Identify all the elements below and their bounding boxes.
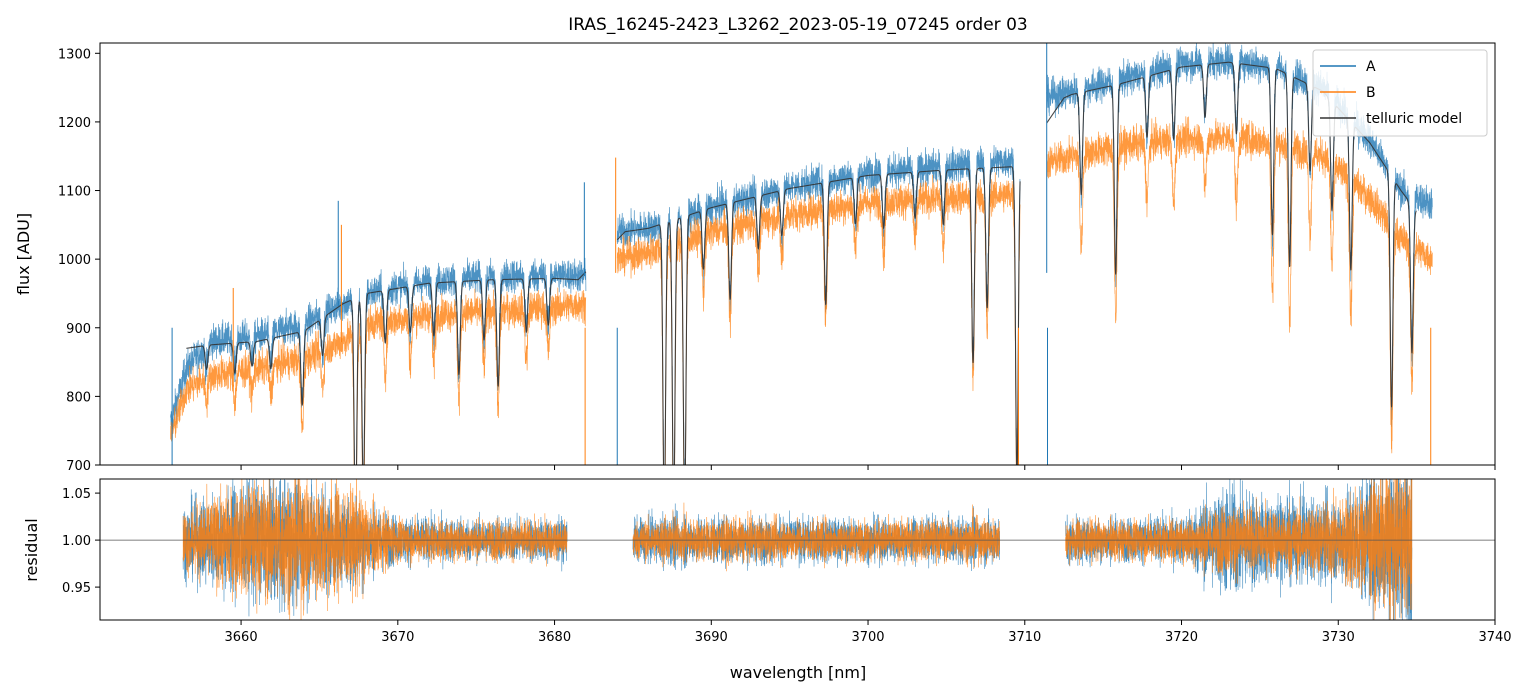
bottom-y-tick-label-0: 0.95 <box>62 581 91 596</box>
x-tick-label-3660: 3660 <box>225 630 258 645</box>
x-tick-label-3680: 3680 <box>538 630 571 645</box>
bottom-y-axis-label: residual <box>22 518 41 581</box>
top-y-tick-label-1200: 1200 <box>58 116 91 131</box>
telluric-model-segment-2 <box>616 166 1021 465</box>
x-tick-label-3720: 3720 <box>1165 630 1198 645</box>
bottom-panel: 0.95 1.00 1.05 3660 3670 3680 3690 3700 3710 372… <box>22 478 1512 682</box>
series-a-segment-3 <box>1046 43 1433 427</box>
top-y-axis-label: flux [ADU] <box>14 213 33 295</box>
top-y-axis: 700 800 900 1000 1100 1200 1300 <box>58 47 100 474</box>
x-tick-label-3670: 3670 <box>381 630 414 645</box>
top-y-tick-label-1300: 1300 <box>58 47 91 62</box>
legend-label-a: A <box>1366 59 1376 75</box>
top-y-tick-label-800: 800 <box>66 390 91 405</box>
bottom-y-axis: 0.95 1.00 1.05 <box>62 487 100 596</box>
residual-b-segment-1 <box>182 479 568 620</box>
top-series-group <box>170 43 1433 465</box>
x-tick-label-3690: 3690 <box>695 630 728 645</box>
series-a-segment-2 <box>616 144 1021 465</box>
x-tick-label-3700: 3700 <box>851 630 884 645</box>
x-axis-label: wavelength [nm] <box>730 663 867 682</box>
residual-a-segment-3 <box>1065 479 1413 620</box>
top-y-tick-label-900: 900 <box>66 322 91 337</box>
legend-label-telluric: telluric model <box>1366 111 1462 127</box>
top-y-tick-label-1000: 1000 <box>58 253 91 268</box>
top-axes-frame <box>99 42 1496 466</box>
legend-box <box>1312 49 1488 137</box>
bottom-y-tick-label-2: 1.05 <box>62 487 91 502</box>
bottom-axes-frame <box>99 478 1496 621</box>
top-x-ticks <box>240 465 1496 470</box>
residual-b-segment-3 <box>1065 479 1413 620</box>
top-y-tick-label-700: 700 <box>66 459 91 474</box>
bottom-series-group <box>182 479 1413 620</box>
top-panel: 700 800 900 1000 1100 1200 1300 flux [ADU] A B… <box>14 42 1496 474</box>
x-tick-label-3740: 3740 <box>1478 630 1511 645</box>
series-b-segment-2 <box>616 172 1021 465</box>
chart-title: IRAS_16245-2423_L3262_2023-05-19_07245 o… <box>568 15 1027 35</box>
legend-label-b: B <box>1366 85 1376 101</box>
x-tick-label-3730: 3730 <box>1322 630 1355 645</box>
telluric-model-segment-1 <box>185 271 587 465</box>
series-b-segment-3 <box>1046 116 1433 454</box>
x-axis: 3660 3670 3680 3690 3700 3710 3720 3730 3740 <box>225 620 1512 645</box>
residual-b-segment-2 <box>632 502 1000 572</box>
top-y-tick-label-1100: 1100 <box>58 185 91 200</box>
x-tick-label-3710: 3710 <box>1008 630 1041 645</box>
bottom-y-tick-label-1: 1.00 <box>62 534 91 549</box>
legend: A B telluric model <box>1312 49 1488 137</box>
series-b-segment-1 <box>170 287 587 465</box>
